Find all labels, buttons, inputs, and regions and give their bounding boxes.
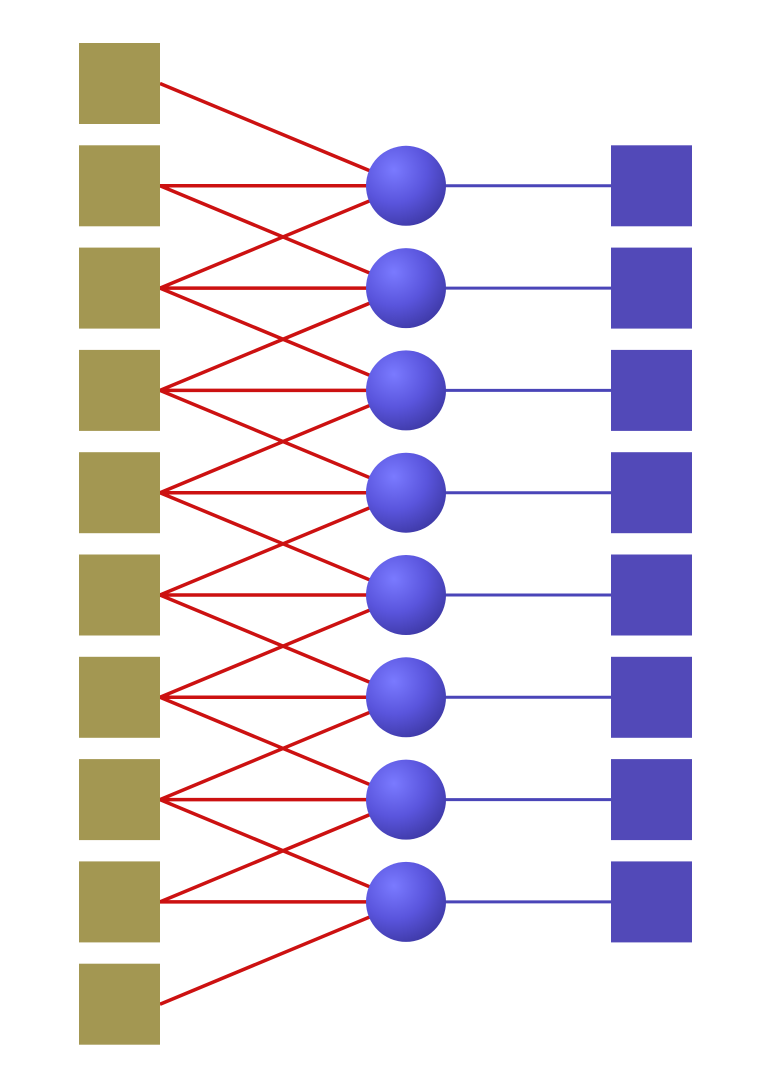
left-square <box>79 861 160 943</box>
left-square <box>79 43 160 124</box>
right-square <box>611 554 692 636</box>
right-square <box>611 656 692 738</box>
red-edge <box>159 286 407 393</box>
left-square <box>79 452 160 534</box>
nodes <box>79 43 692 1045</box>
right-square <box>611 145 692 227</box>
left-square <box>79 759 160 841</box>
right-square <box>611 349 692 431</box>
red-edge <box>159 184 407 290</box>
sphere-node <box>366 452 446 533</box>
right-square <box>611 861 692 943</box>
red-edge <box>159 491 407 597</box>
sphere-node <box>366 861 446 942</box>
red-edge <box>159 593 407 699</box>
red-edge <box>159 81 407 188</box>
red-edge <box>159 900 407 1006</box>
sphere-node <box>366 657 446 738</box>
sphere-node <box>366 759 446 840</box>
left-square <box>79 656 160 738</box>
sphere-node <box>366 248 446 329</box>
left-square <box>79 247 160 329</box>
red-edge <box>159 797 407 904</box>
left-square <box>79 554 160 636</box>
left-square <box>79 145 160 227</box>
left-square <box>79 349 160 431</box>
right-square <box>611 452 692 534</box>
left-square <box>79 963 160 1045</box>
sphere-node <box>366 555 446 635</box>
red-edge <box>159 388 407 495</box>
edges <box>159 81 611 1006</box>
sphere-node <box>366 350 446 431</box>
right-square <box>611 247 692 329</box>
red-edge <box>159 695 407 802</box>
right-square <box>611 759 692 841</box>
sphere-node <box>366 145 446 226</box>
